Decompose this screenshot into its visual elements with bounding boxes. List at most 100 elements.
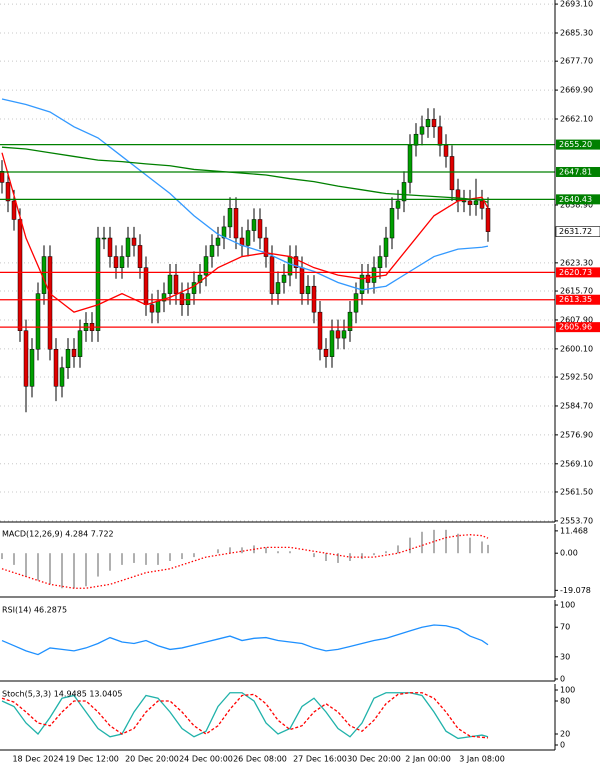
- candle-body: [23, 330, 29, 387]
- y-tick-label: 2669.90: [560, 86, 593, 95]
- macd-bar: [277, 551, 279, 554]
- y-tick-label: 2561.50: [560, 487, 593, 496]
- x-tick-label: 19 Dec 12:00: [65, 755, 119, 764]
- macd-bar: [109, 553, 111, 571]
- y-tick-label: 0.00: [560, 549, 578, 558]
- candle-body: [401, 182, 407, 202]
- candle-body: [203, 256, 209, 276]
- candle-body: [473, 200, 479, 205]
- y-tick-label: 11.468: [560, 526, 588, 535]
- y-tick-label: 80: [560, 696, 570, 705]
- macd-bar: [133, 553, 135, 563]
- level-label: 2605.96: [559, 323, 592, 332]
- macd-bar: [409, 537, 411, 554]
- last-price-box: [555, 226, 600, 237]
- y-tick-label: 2600.10: [560, 344, 593, 353]
- candle-body: [149, 304, 155, 313]
- y-tick-label: 2677.70: [560, 57, 593, 66]
- candle-body: [131, 237, 137, 246]
- macd-bar: [373, 553, 375, 556]
- macd-bar: [145, 553, 147, 565]
- candle-body: [269, 256, 275, 294]
- candle-body: [461, 200, 467, 203]
- candle-body: [365, 274, 371, 283]
- candle-body: [119, 256, 125, 268]
- macd-bar: [445, 529, 447, 554]
- macd-bar: [37, 553, 39, 581]
- candle-body: [371, 267, 377, 283]
- candle-body: [161, 293, 167, 302]
- y-tick-label: 2638.90: [560, 201, 593, 210]
- y-tick-label: 2553.70: [560, 516, 593, 525]
- y-tick-label: 70: [560, 623, 570, 632]
- candle-body: [47, 256, 53, 350]
- candle-body: [191, 282, 197, 294]
- candle-body: [59, 367, 65, 387]
- macd-bar: [1, 553, 3, 560]
- macd-bar: [169, 553, 171, 561]
- indicator-line: [1, 98, 489, 291]
- level-label-box: [556, 139, 600, 150]
- candle-body: [35, 293, 41, 350]
- macd-bar: [217, 549, 219, 554]
- x-tick-label: 24 Dec 00:00: [179, 755, 233, 764]
- candle-body: [467, 200, 473, 205]
- candle-body: [293, 256, 299, 268]
- y-tick-label: -19.078: [560, 586, 591, 595]
- macd-bar: [61, 553, 63, 589]
- candle-body: [359, 274, 365, 294]
- level-label-box: [556, 194, 600, 205]
- candle-body: [233, 208, 239, 239]
- candle-body: [209, 245, 215, 257]
- macd-bar: [289, 551, 291, 554]
- candle-body: [107, 237, 113, 257]
- candle-body: [389, 208, 395, 239]
- y-tick-label: 2693.10: [560, 0, 593, 9]
- level-label: 2613.35: [559, 295, 592, 304]
- candle-body: [29, 348, 35, 387]
- x-tick-label: 3 Jan 08:00: [459, 755, 505, 764]
- panel-title: Stoch(5,3,3) 14.9485 13.0405: [2, 690, 122, 699]
- candle-body: [413, 133, 419, 146]
- y-tick-label: 2607.90: [560, 315, 593, 324]
- candle-body: [419, 126, 425, 135]
- candle-body: [155, 300, 161, 313]
- y-tick-label: 2615.70: [560, 287, 593, 296]
- candle-body: [137, 245, 143, 268]
- y-tick-label: 2592.50: [560, 373, 593, 382]
- candle-body: [353, 293, 359, 313]
- candle-body: [71, 348, 77, 357]
- candle-body: [377, 256, 383, 268]
- candle-body: [275, 282, 281, 294]
- macd-bar: [73, 553, 75, 589]
- candle-body: [341, 330, 347, 339]
- macd-bar: [325, 553, 327, 561]
- macd-bar: [487, 544, 489, 554]
- candle-body: [383, 237, 389, 257]
- panel-title: RSI(14) 46.2875: [2, 606, 67, 615]
- panel-title: MACD(12,26,9) 4.284 7.722: [2, 530, 114, 539]
- candle-body: [0, 171, 5, 183]
- candle-body: [53, 348, 59, 387]
- candle-body: [5, 182, 11, 202]
- macd-bar: [457, 533, 459, 554]
- candle-body: [263, 237, 269, 257]
- y-tick-label: 2623.30: [560, 258, 593, 267]
- macd-bar: [397, 545, 399, 554]
- macd-bar: [181, 553, 183, 560]
- indicator-line: [1, 146, 489, 204]
- y-tick-label: 2685.30: [560, 28, 593, 37]
- candle-body: [17, 219, 23, 331]
- y-tick-label: 2576.90: [560, 430, 593, 439]
- candle-body: [101, 237, 107, 240]
- candle-body: [167, 274, 173, 294]
- level-label-box: [556, 267, 600, 278]
- candle-body: [221, 226, 227, 239]
- y-tick-label: 2569.10: [560, 459, 593, 468]
- y-tick-label: 0: [560, 675, 565, 684]
- macd-bar: [157, 553, 159, 565]
- candle-body: [323, 348, 329, 357]
- candle-body: [437, 126, 443, 146]
- indicator-line: [1, 152, 489, 313]
- x-tick-label: 26 Dec 08:00: [233, 755, 287, 764]
